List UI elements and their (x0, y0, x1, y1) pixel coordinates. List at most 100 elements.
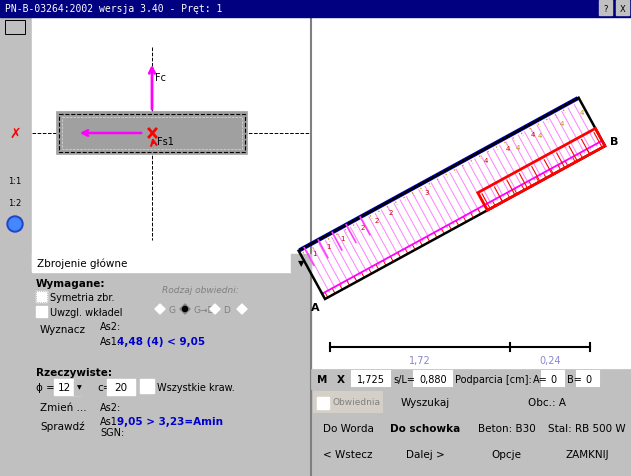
Bar (59, 115, 245, 153)
Text: 1,72: 1,72 (409, 355, 431, 365)
Bar (54, 379, 82, 395)
Text: M: M (317, 374, 327, 384)
Bar (2, 82, 29, 102)
Text: A: A (311, 302, 320, 312)
Bar (333, 371, 349, 386)
Bar (5, 21, 25, 35)
Text: 9,05 > 3,23=Amin: 9,05 > 3,23=Amin (117, 416, 223, 426)
Bar (352, 371, 390, 386)
Bar (468, 392, 625, 412)
Text: 4: 4 (483, 158, 488, 164)
Text: Fs1: Fs1 (157, 137, 174, 147)
Bar (36, 291, 47, 302)
Text: Dalej >: Dalej > (406, 449, 444, 459)
Circle shape (9, 218, 21, 230)
Bar (74, 379, 84, 395)
Text: Podparcia [cm]:: Podparcia [cm]: (455, 374, 532, 384)
Text: Do Worda: Do Worda (322, 423, 374, 433)
Bar (2, 215, 29, 235)
Bar (314, 392, 382, 412)
Bar (32, 364, 311, 442)
Text: X: X (337, 374, 345, 384)
Bar (2, 61, 29, 81)
Polygon shape (155, 304, 165, 314)
Bar (36, 399, 91, 415)
Bar (577, 371, 599, 386)
Bar (386, 392, 464, 412)
Text: ZAMKNIJ: ZAMKNIJ (565, 449, 609, 459)
Text: As2:: As2: (100, 402, 121, 412)
Text: 4: 4 (580, 110, 584, 116)
Polygon shape (180, 304, 190, 314)
Text: Fc: Fc (155, 73, 166, 83)
Bar (549, 444, 625, 464)
Text: Rzeczywiste:: Rzeczywiste: (36, 367, 112, 377)
Text: 0,880: 0,880 (419, 374, 447, 384)
Bar (0, 18, 32, 272)
Text: Obwiednia: Obwiednia (332, 397, 380, 407)
Bar (2, 18, 29, 38)
Text: As2:: As2: (100, 321, 121, 331)
Text: Zmień ...: Zmień ... (40, 402, 86, 412)
Bar (386, 418, 464, 438)
Bar (2, 40, 29, 60)
Text: ?: ? (603, 4, 608, 13)
Text: ▼: ▼ (298, 259, 304, 268)
Bar (36, 320, 91, 338)
Bar (549, 418, 625, 438)
Bar (57, 113, 247, 155)
Text: ✗: ✗ (9, 127, 21, 141)
Bar (36, 307, 47, 317)
Text: Wszystkie kraw.: Wszystkie kraw. (157, 382, 235, 392)
Text: 1: 1 (312, 251, 317, 257)
Bar (2, 151, 29, 170)
Text: 0: 0 (585, 374, 591, 384)
Bar (140, 379, 154, 393)
Text: 4,48 (4) < 9,05: 4,48 (4) < 9,05 (117, 336, 205, 346)
Text: Opcje: Opcje (492, 449, 521, 459)
Bar (32, 277, 311, 364)
Text: Uwzgl. wkładel: Uwzgl. wkładel (50, 307, 122, 317)
Text: c=: c= (97, 382, 112, 392)
Bar (0, 0, 631, 18)
Text: Rodzaj obwiedni:: Rodzaj obwiedni: (162, 286, 239, 295)
Text: 2: 2 (374, 217, 379, 223)
Bar (414, 371, 452, 386)
Bar (36, 418, 91, 434)
Text: G: G (168, 306, 175, 315)
Text: Obc.: A: Obc.: A (528, 397, 565, 407)
Bar (2, 103, 29, 123)
Text: Wymagane:: Wymagane: (36, 278, 105, 288)
Text: B=: B= (567, 374, 582, 384)
Text: 2: 2 (388, 209, 392, 216)
Bar (468, 418, 545, 438)
Text: 1: 1 (340, 236, 345, 242)
Text: Wyznacz: Wyznacz (40, 324, 86, 334)
Text: 4: 4 (505, 146, 510, 151)
Bar (2, 194, 29, 214)
Text: As1:: As1: (100, 416, 121, 426)
Text: 0,24: 0,24 (539, 355, 561, 365)
Bar (36, 291, 47, 302)
Text: D: D (223, 306, 230, 315)
Polygon shape (210, 304, 220, 314)
Text: SGN:: SGN: (100, 427, 124, 437)
Circle shape (7, 217, 23, 232)
Text: Beton: B30: Beton: B30 (478, 423, 535, 433)
Text: Sprawdź: Sprawdź (40, 421, 85, 431)
Text: PN-B-03264:2002 wersja 3.40 - Pręt: 1: PN-B-03264:2002 wersja 3.40 - Pręt: 1 (5, 4, 222, 14)
Bar (599, 1, 612, 16)
Text: Symetria zbr.: Symetria zbr. (50, 292, 114, 302)
Text: 1: 1 (326, 243, 331, 249)
Text: 3: 3 (425, 190, 429, 196)
Bar (314, 371, 330, 386)
Polygon shape (237, 304, 247, 314)
Text: 4: 4 (531, 132, 535, 138)
Text: 1:2: 1:2 (8, 199, 21, 208)
Bar (311, 369, 631, 389)
Bar (314, 444, 382, 464)
Bar (542, 371, 564, 386)
Bar (616, 1, 629, 16)
Bar (107, 379, 135, 395)
Text: 2: 2 (360, 225, 365, 231)
